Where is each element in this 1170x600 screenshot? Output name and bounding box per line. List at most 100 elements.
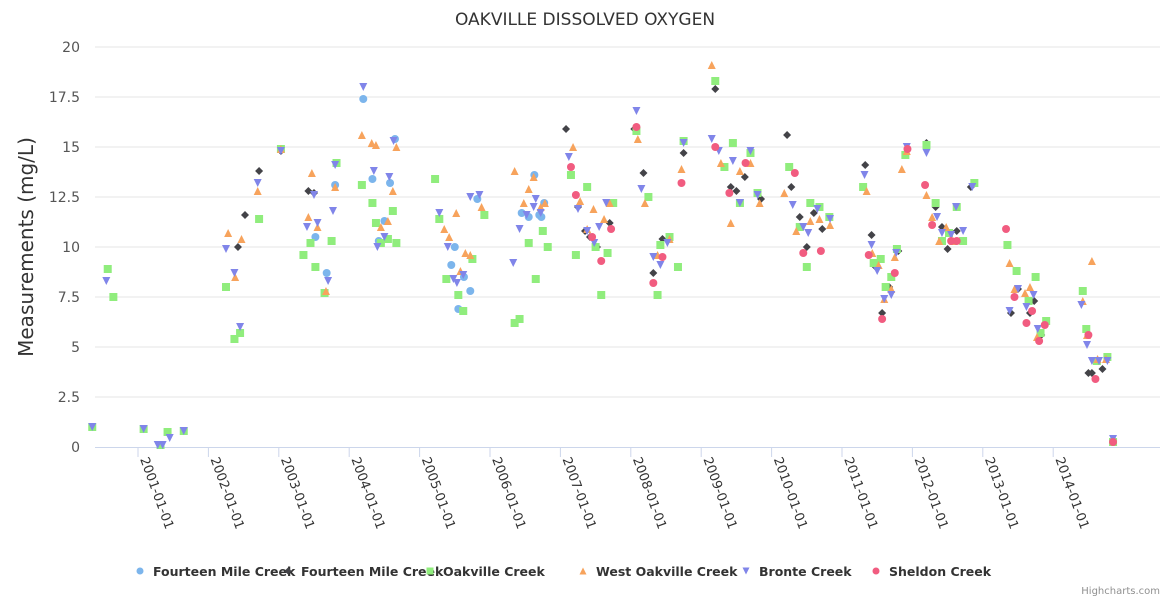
data-point [392,143,401,151]
data-point [707,135,716,143]
data-point [726,219,735,227]
data-point [222,245,230,253]
data-point [1098,365,1107,373]
legend-item[interactable]: Oakville Creek [426,564,546,579]
x-tick-label: 2002-01-01 [207,455,247,531]
data-point [359,83,368,91]
data-point [790,169,799,177]
data-point [519,199,528,207]
data-point [310,191,318,199]
data-point [952,237,961,245]
data-point [735,199,744,207]
data-point [299,251,308,259]
data-point [230,335,239,343]
legend-item[interactable]: Bronte Creek [742,564,853,579]
data-point [881,283,890,291]
x-axis: 2001-01-01 2002-01-01 2003-01-01 2004-01-01… [95,447,1160,531]
data-point [711,143,720,151]
data-point [1022,303,1031,311]
data-point [515,225,524,233]
legend-symbol-icon [136,567,144,575]
data-point [653,291,662,299]
series-oakville-creek-2 [88,77,1118,449]
data-point [788,201,797,209]
data-point [331,161,340,169]
data-point [543,243,552,251]
data-point [357,181,366,189]
data-point [367,139,376,147]
data-point [329,207,338,215]
data-point [590,239,599,247]
x-tick-label: 2001-01-01 [136,455,176,531]
legend-symbol-icon [742,567,750,575]
data-point [707,61,716,69]
data-point [380,233,389,241]
data-point [371,219,380,227]
data-point [633,135,642,143]
data-point [307,169,316,177]
data-point [368,175,377,183]
data-point [890,253,899,261]
data-point [952,203,961,211]
legend-item[interactable]: Sheldon Creek [872,564,992,579]
data-point [862,187,871,195]
data-point [732,187,741,195]
data-point [571,191,580,199]
data-point [860,171,869,179]
data-point [802,243,811,251]
data-point [591,243,600,251]
data-point [327,237,336,245]
data-point [785,163,794,171]
data-point [867,231,876,239]
data-point [452,209,461,217]
data-point [952,227,961,235]
data-point [589,205,598,213]
data-point [304,213,313,221]
data-point [968,183,977,191]
data-point [373,243,382,251]
data-point [677,179,686,187]
legend-item[interactable]: Fourteen Mile Creek [284,564,444,579]
legend-symbol-icon [426,567,434,575]
x-tick-label: 2005-01-01 [418,455,458,531]
data-point [959,237,968,245]
data-point [663,239,672,247]
data-point [931,199,940,207]
data-point [383,235,392,243]
data-point [564,153,573,161]
data-point [892,249,901,257]
data-point [569,143,578,151]
data-point [302,223,311,231]
data-point [859,183,868,191]
data-point [607,225,616,233]
data-point [443,243,452,251]
legend-item[interactable]: Fourteen Mile Creek [136,564,296,579]
data-point [1033,325,1042,333]
data-point [605,219,614,227]
y-tick-label: 7.5 [58,290,80,306]
data-point [383,217,392,225]
data-point [1010,285,1019,293]
legend-item[interactable]: West Oakville Creek [579,564,739,579]
data-point [1012,267,1021,275]
data-point [649,253,658,261]
data-point [445,233,454,241]
data-point [728,157,737,165]
data-point [605,199,614,207]
data-point [435,215,444,223]
data-point [139,425,148,433]
credits-link[interactable]: Highcharts.com [1081,586,1160,597]
y-tick-label: 0 [71,440,80,456]
data-point [864,251,873,259]
legend-symbol-icon [579,567,587,575]
data-point [536,209,545,217]
data-point [933,213,942,221]
data-point [179,427,188,435]
data-point [276,147,285,155]
x-tick-label: 2004-01-01 [347,455,387,531]
data-point [515,315,524,323]
data-point [311,263,320,271]
data-point [735,167,744,175]
data-point [1005,307,1014,315]
